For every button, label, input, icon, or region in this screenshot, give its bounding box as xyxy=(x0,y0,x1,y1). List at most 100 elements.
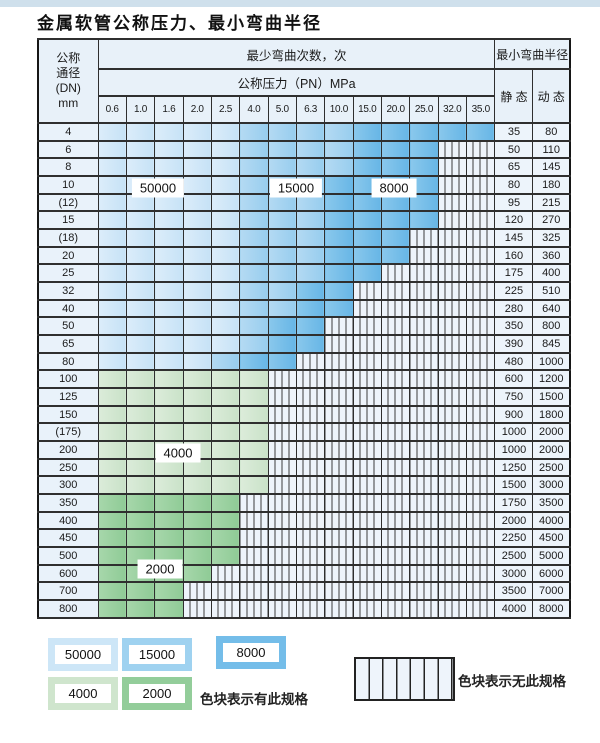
pressure-value-header: 25.0 xyxy=(409,95,439,124)
table-row: 65 390 845 xyxy=(37,334,571,354)
cycle-cell-x xyxy=(437,369,467,390)
cycle-cell-b3 xyxy=(352,245,382,266)
cycle-cell-g2 xyxy=(210,510,241,531)
cycle-cell-b2 xyxy=(267,228,297,248)
dynamic-radius-cell: 1200 xyxy=(532,369,571,390)
cycle-cell-b1 xyxy=(210,228,241,248)
legend-swatch-label: 4000 xyxy=(68,686,98,701)
cycle-cell-b2 xyxy=(295,210,326,231)
cycle-cell-x xyxy=(210,563,241,584)
cycle-cell-x xyxy=(352,457,382,478)
cycle-cell-b1 xyxy=(182,298,212,319)
cycle-cell-x xyxy=(380,334,411,354)
cycle-cell-b2 xyxy=(239,316,269,337)
cycle-cell-x xyxy=(380,281,411,301)
cycle-cell-x xyxy=(409,422,439,443)
cycles-header: 最少弯曲次数，次 xyxy=(97,38,496,70)
cycle-cell-b3 xyxy=(324,192,354,213)
cycle-cell-b1 xyxy=(154,281,184,301)
static-radius-cell: 1250 xyxy=(494,457,534,478)
cycle-cell-x xyxy=(437,139,467,160)
cycle-cell-b3 xyxy=(380,228,411,248)
cycle-cell-b2 xyxy=(295,157,326,177)
legend-swatch-50000: 50000 xyxy=(48,638,118,671)
cycle-cell-x xyxy=(267,493,297,513)
cycle-cell-x xyxy=(352,334,382,354)
cycle-cell-x xyxy=(409,281,439,301)
cycle-cell-g2 xyxy=(182,510,212,531)
cycle-cell-x xyxy=(352,528,382,549)
table-row: 800 4000 8000 xyxy=(37,599,571,619)
legend-swatch-8000: 8000 xyxy=(216,636,286,669)
cycle-cell-x xyxy=(409,298,439,319)
cycle-cell-g1 xyxy=(97,440,127,460)
cycle-cell-b1 xyxy=(182,210,212,231)
cycle-cell-x xyxy=(324,563,354,584)
cycle-cell-b3 xyxy=(324,281,354,301)
dynamic-radius-cell: 2000 xyxy=(532,440,571,460)
cycle-cell-b3 xyxy=(352,263,382,284)
cycle-cell-x xyxy=(295,563,326,584)
cycle-cell-x xyxy=(239,563,269,584)
cycle-cell-g1 xyxy=(210,422,241,443)
cycle-cell-x xyxy=(380,493,411,513)
cycle-cell-x xyxy=(437,581,467,602)
cycle-cell-x xyxy=(465,263,496,284)
cycle-cell-b3 xyxy=(352,192,382,213)
cycle-cell-g2 xyxy=(154,510,184,531)
dynamic-radius-cell: 7000 xyxy=(532,581,571,602)
dynamic-radius-cell: 325 xyxy=(532,228,571,248)
table-row: (18) 145 325 xyxy=(37,228,571,248)
page-title: 金属软管公称压力、最小弯曲半径 xyxy=(37,14,322,34)
cycle-cell-x xyxy=(380,457,411,478)
dynamic-radius-cell: 4500 xyxy=(532,528,571,549)
cycle-cell-x xyxy=(437,440,467,460)
cycle-cell-b2 xyxy=(239,122,269,142)
cycle-count-tag: 15000 xyxy=(269,178,323,198)
cycle-cell-b1 xyxy=(154,228,184,248)
dn-cell: 4 xyxy=(37,122,99,142)
dynamic-radius-cell: 145 xyxy=(532,157,571,177)
cycle-cell-g1 xyxy=(239,440,269,460)
cycle-cell-b1 xyxy=(182,175,212,195)
cycle-cell-g1 xyxy=(154,475,184,496)
cycle-cell-x xyxy=(324,546,354,566)
dn-cell: 600 xyxy=(37,563,99,584)
cycle-cell-g1 xyxy=(210,404,241,425)
cycle-cell-x xyxy=(409,457,439,478)
cycle-cell-x xyxy=(465,157,496,177)
cycle-cell-b1 xyxy=(210,139,241,160)
cycle-count-tag: 4000 xyxy=(155,443,201,463)
pressure-value-header: 4.0 xyxy=(239,95,269,124)
cycle-cell-x xyxy=(324,334,354,354)
cycle-cell-x xyxy=(380,528,411,549)
pressure-value-header: 2.5 xyxy=(210,95,241,124)
static-radius-cell: 280 xyxy=(494,298,534,319)
cycle-cell-b2 xyxy=(267,139,297,160)
cycle-cell-b3 xyxy=(295,316,326,337)
cycle-cell-b1 xyxy=(154,316,184,337)
cycle-cell-b1 xyxy=(154,298,184,319)
static-radius-cell: 900 xyxy=(494,404,534,425)
cycle-cell-b1 xyxy=(210,334,241,354)
dynamic-radius-cell: 4000 xyxy=(532,510,571,531)
cycle-cell-x xyxy=(352,440,382,460)
cycle-cell-b2 xyxy=(324,157,354,177)
cycle-cell-g1 xyxy=(154,387,184,407)
cycle-cell-b2 xyxy=(295,122,326,142)
cycle-cell-b1 xyxy=(97,157,127,177)
cycle-cell-x xyxy=(465,387,496,407)
cycle-cell-b1 xyxy=(125,228,156,248)
dn-cell: 40 xyxy=(37,298,99,319)
cycle-cell-x xyxy=(465,475,496,496)
cycle-cell-b1 xyxy=(97,122,127,142)
dynamic-radius-cell: 1500 xyxy=(532,387,571,407)
dynamic-radius-cell: 6000 xyxy=(532,563,571,584)
cycle-cell-x xyxy=(380,404,411,425)
cycle-cell-x xyxy=(267,510,297,531)
dynamic-radius-cell: 180 xyxy=(532,175,571,195)
table-row: 350 1750 3500 xyxy=(37,493,571,513)
cycle-cell-x xyxy=(409,387,439,407)
table-row: 450 2250 4500 xyxy=(37,528,571,549)
cycle-cell-b1 xyxy=(125,122,156,142)
